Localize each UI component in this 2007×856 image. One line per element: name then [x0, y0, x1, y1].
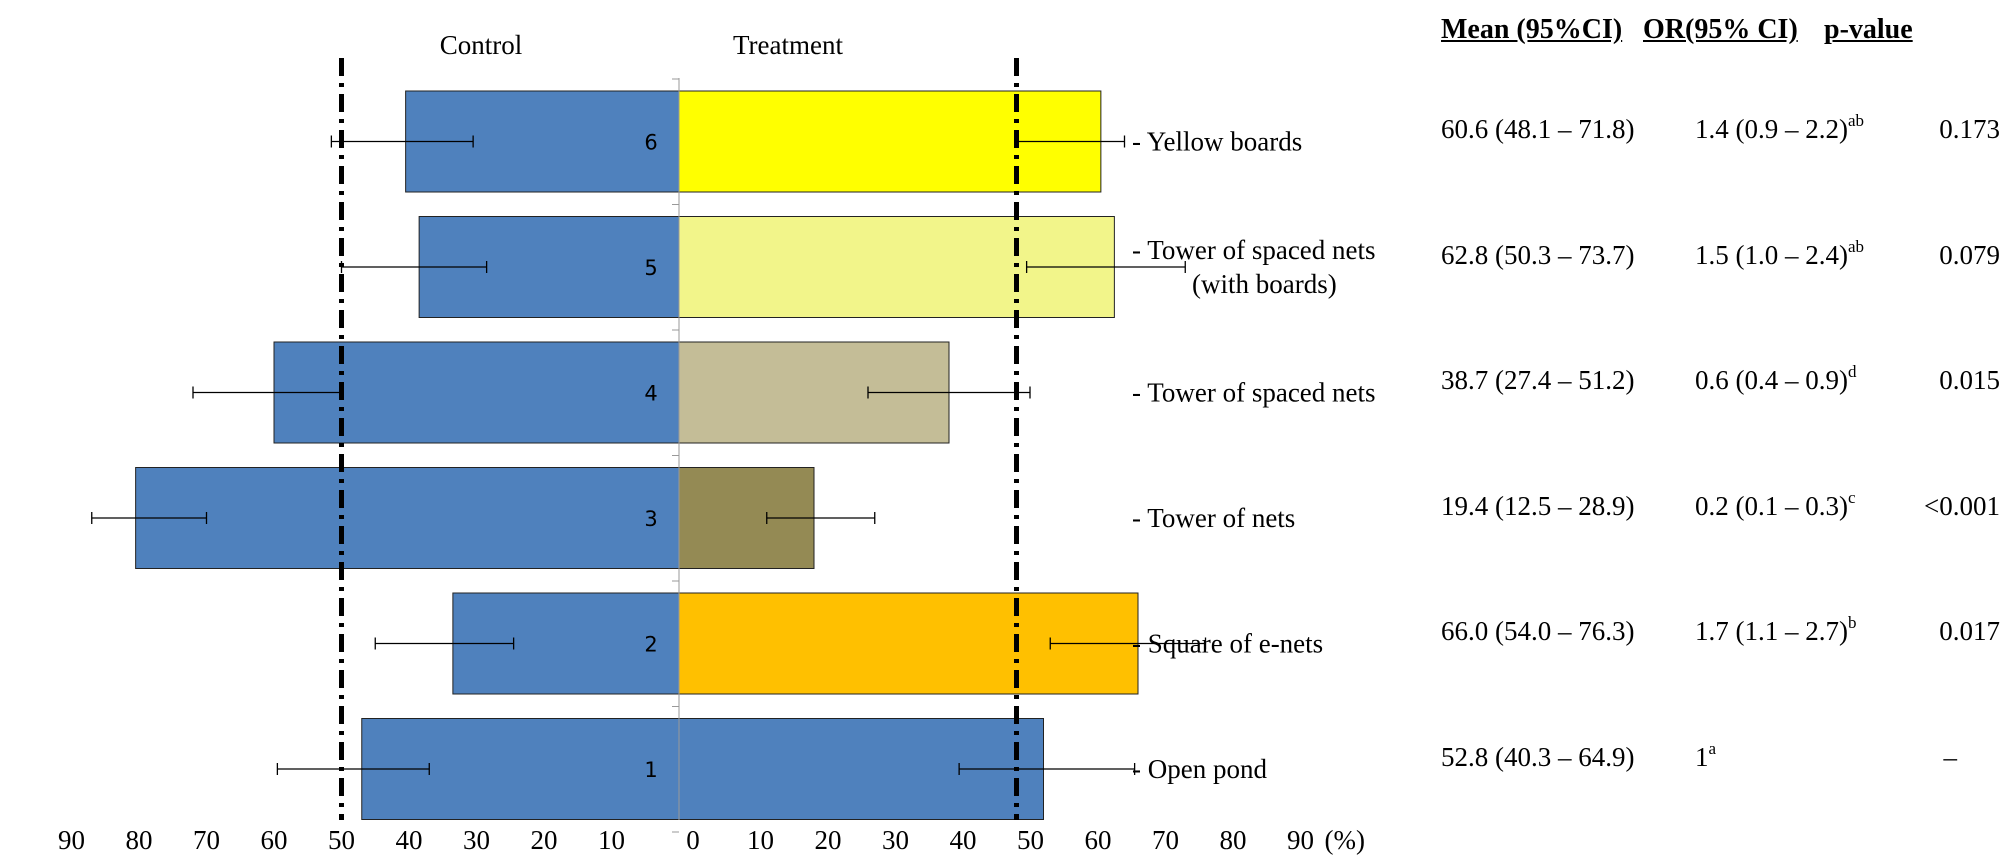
x-tick-label: 40 — [950, 825, 977, 855]
treatment-error-bar-5 — [1025, 261, 1186, 273]
bar-number-3: 3 — [644, 507, 657, 531]
x-tick-label: 70 — [1152, 825, 1179, 855]
x-tick-label: 10 — [747, 825, 774, 855]
row-label-4: - Tower of spaced nets — [1132, 378, 1376, 408]
x-tick-label: 80 — [1220, 825, 1247, 855]
treatment-error-bar-4 — [867, 386, 1031, 399]
treatment-error-bar-1 — [958, 763, 1136, 775]
x-tick-label: 30 — [463, 825, 490, 855]
x-tick-label: 90 — [1287, 825, 1314, 855]
group-label-control: Control — [440, 30, 523, 60]
x-unit-label: (%) — [1325, 825, 1365, 855]
row-label-5: - Tower of spaced nets — [1132, 235, 1376, 265]
x-tick-label: 50 — [328, 825, 355, 855]
x-tick-label: 80 — [126, 825, 153, 855]
control-error-bar-1 — [276, 763, 430, 775]
x-tick-label: 20 — [531, 825, 558, 855]
x-tick-label: 60 — [1085, 825, 1112, 855]
row-label-6: - Yellow boards — [1132, 127, 1302, 157]
treatment-error-bar-2 — [1049, 637, 1207, 650]
x-tick-label: 60 — [261, 825, 288, 855]
control-error-bar-2 — [374, 637, 515, 650]
bar-number-4: 4 — [644, 382, 657, 406]
control-bar-3 — [135, 467, 680, 569]
x-tick-label: 30 — [882, 825, 909, 855]
control-error-bar-6 — [330, 135, 474, 148]
x-tick-label: 50 — [1017, 825, 1044, 855]
bar-number-2: 2 — [644, 633, 657, 657]
bar-number-1: 1 — [644, 758, 657, 782]
x-tick-label: 90 — [58, 825, 85, 855]
row-label-3: - Tower of nets — [1132, 503, 1295, 533]
x-tick-label: 10 — [598, 825, 625, 855]
row-label-2: - Square of e-nets — [1132, 629, 1323, 659]
control-error-bar-3 — [91, 512, 208, 524]
bar-number-6: 6 — [644, 131, 657, 155]
x-tick-label: 0 — [686, 825, 700, 855]
bar-number-5: 5 — [644, 256, 657, 280]
x-tick-label: 40 — [396, 825, 423, 855]
treatment-error-bar-3 — [766, 512, 876, 524]
row-label-line2-5: (with boards) — [1192, 269, 1337, 299]
x-tick-label: 20 — [815, 825, 842, 855]
x-tick-label: 70 — [193, 825, 220, 855]
row-label-1: - Open pond — [1132, 754, 1267, 784]
group-label-treatment: Treatment — [733, 30, 843, 60]
